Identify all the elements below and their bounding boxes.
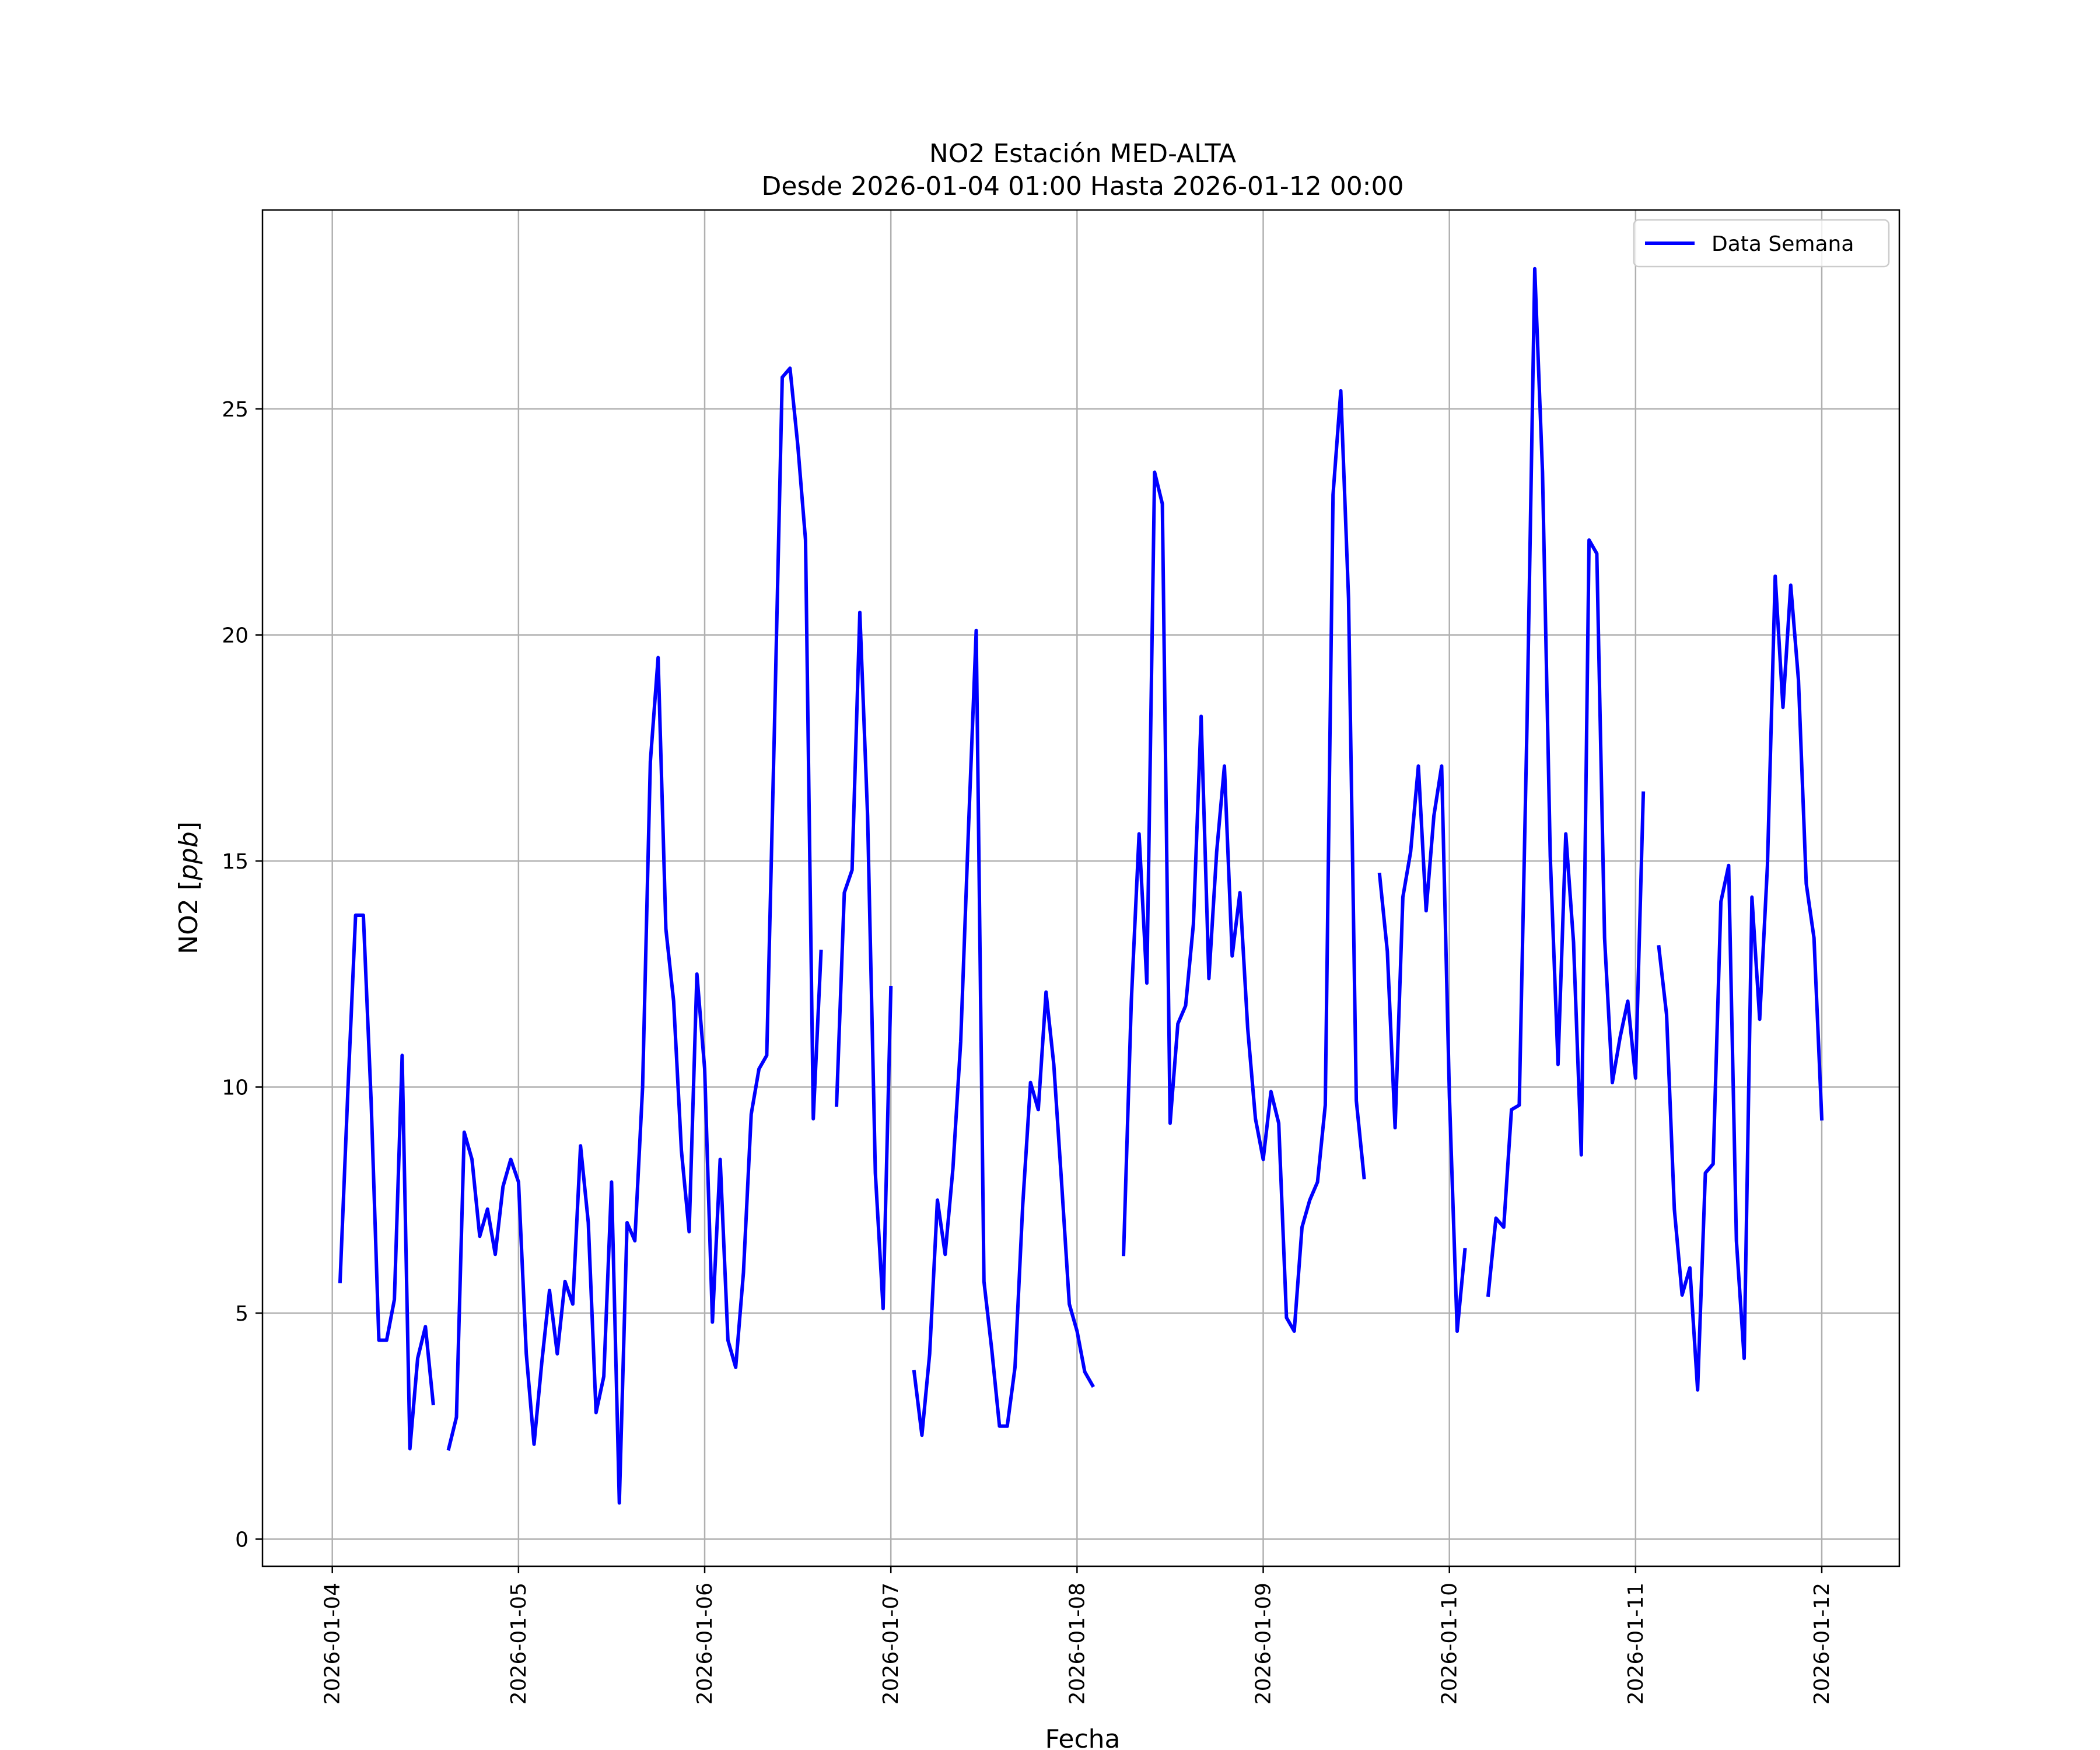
series-segment [912,628,1095,1437]
series-segment [338,914,435,1451]
x-tick-label: 2026-01-06 [693,1583,717,1704]
y-tick-label: 5 [235,1302,249,1326]
y-tick-label: 25 [222,398,249,422]
y-axis-ticks: 0 5 10 15 20 25 [222,398,262,1552]
y-axis-label-main: NO2 [ [174,880,204,954]
x-axis-ticks: 2026-01-04 2026-01-05 2026-01-06 2026-01-07… [321,1566,1834,1704]
legend-box [1633,219,1890,268]
grid-lines [262,210,1899,1566]
series-segment [446,366,823,1505]
series-segment [1486,267,1646,1297]
x-tick-label: 2026-01-11 [1624,1583,1648,1704]
y-tick-label: 0 [235,1528,249,1552]
data-series-line [338,267,1824,1505]
x-tick-label: 2026-01-12 [1810,1583,1834,1704]
series-segment [1657,574,1824,1392]
y-axis-label-close: ] [174,821,204,831]
x-tick-label: 2026-01-08 [1065,1583,1089,1704]
x-axis-label: Fecha [1045,1724,1120,1750]
x-tick-label: 2026-01-09 [1252,1583,1276,1704]
series-segment [834,610,893,1311]
plot-frame [261,209,1901,1567]
legend: Data Semana [1633,219,1890,268]
x-tick-label: 2026-01-10 [1438,1583,1462,1704]
series-segment [1377,764,1467,1333]
chart-subtitle: Desde 2026-01-04 01:00 Hasta 2026-01-12 … [761,172,1404,201]
y-axis-label: NO2 [ppb] [174,821,204,954]
x-tick-label: 2026-01-05 [507,1583,531,1704]
x-tick-label: 2026-01-07 [879,1583,903,1704]
legend-label: Data Semana [1712,232,1854,256]
y-tick-label: 20 [222,624,249,648]
series-segment [1122,389,1366,1333]
x-tick-label: 2026-01-04 [321,1583,345,1704]
chart-title: NO2 Estación MED-ALTA [929,139,1236,169]
y-tick-label: 15 [222,850,249,874]
y-tick-label: 10 [222,1076,249,1100]
y-axis-label-unit: ppb [174,831,204,881]
